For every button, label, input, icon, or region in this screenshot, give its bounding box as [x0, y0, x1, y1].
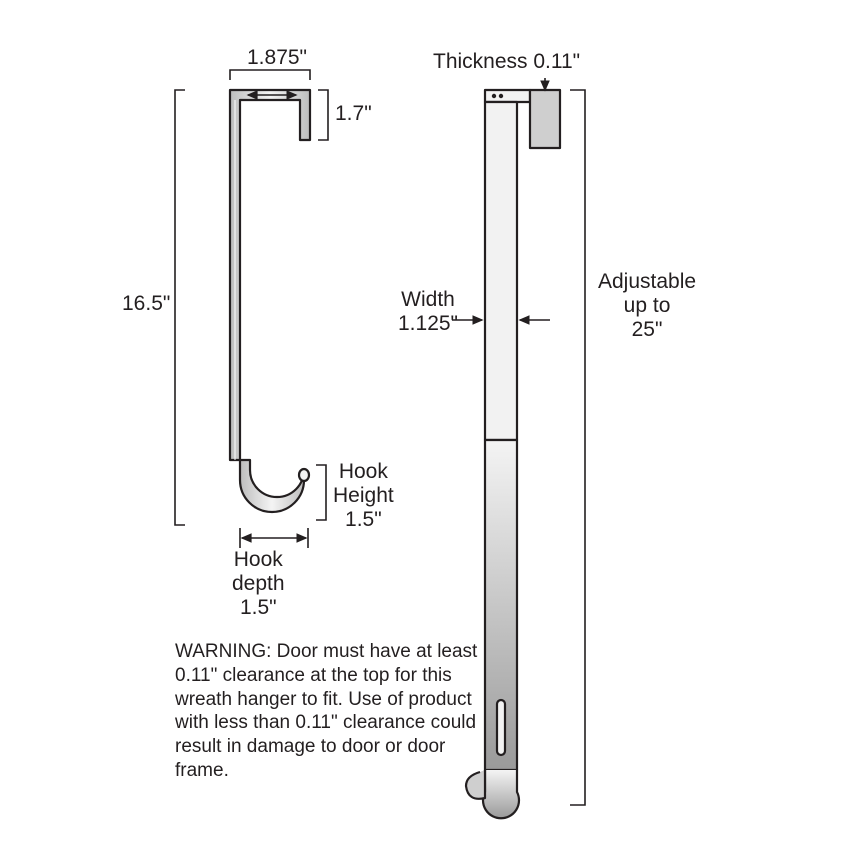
label-hook-depth: Hook depth 1.5": [232, 548, 285, 620]
label-height-left: 16.5": [122, 292, 170, 316]
label-width: Width 1.125": [398, 288, 458, 336]
label-adjustable: Adjustable up to 25": [598, 270, 696, 342]
warning-text: WARNING: Door must have at least 0.11" c…: [175, 640, 495, 783]
label-top-drop: 1.7": [335, 102, 372, 126]
label-hook-height: Hook Height 1.5": [333, 460, 394, 532]
left-hanger: [230, 90, 310, 512]
label-thickness: Thickness 0.11": [433, 50, 580, 74]
diagram-stage: 1.875" 1.7" Thickness 0.11" 16.5" Width …: [0, 0, 865, 865]
label-top-width: 1.875": [247, 46, 307, 70]
